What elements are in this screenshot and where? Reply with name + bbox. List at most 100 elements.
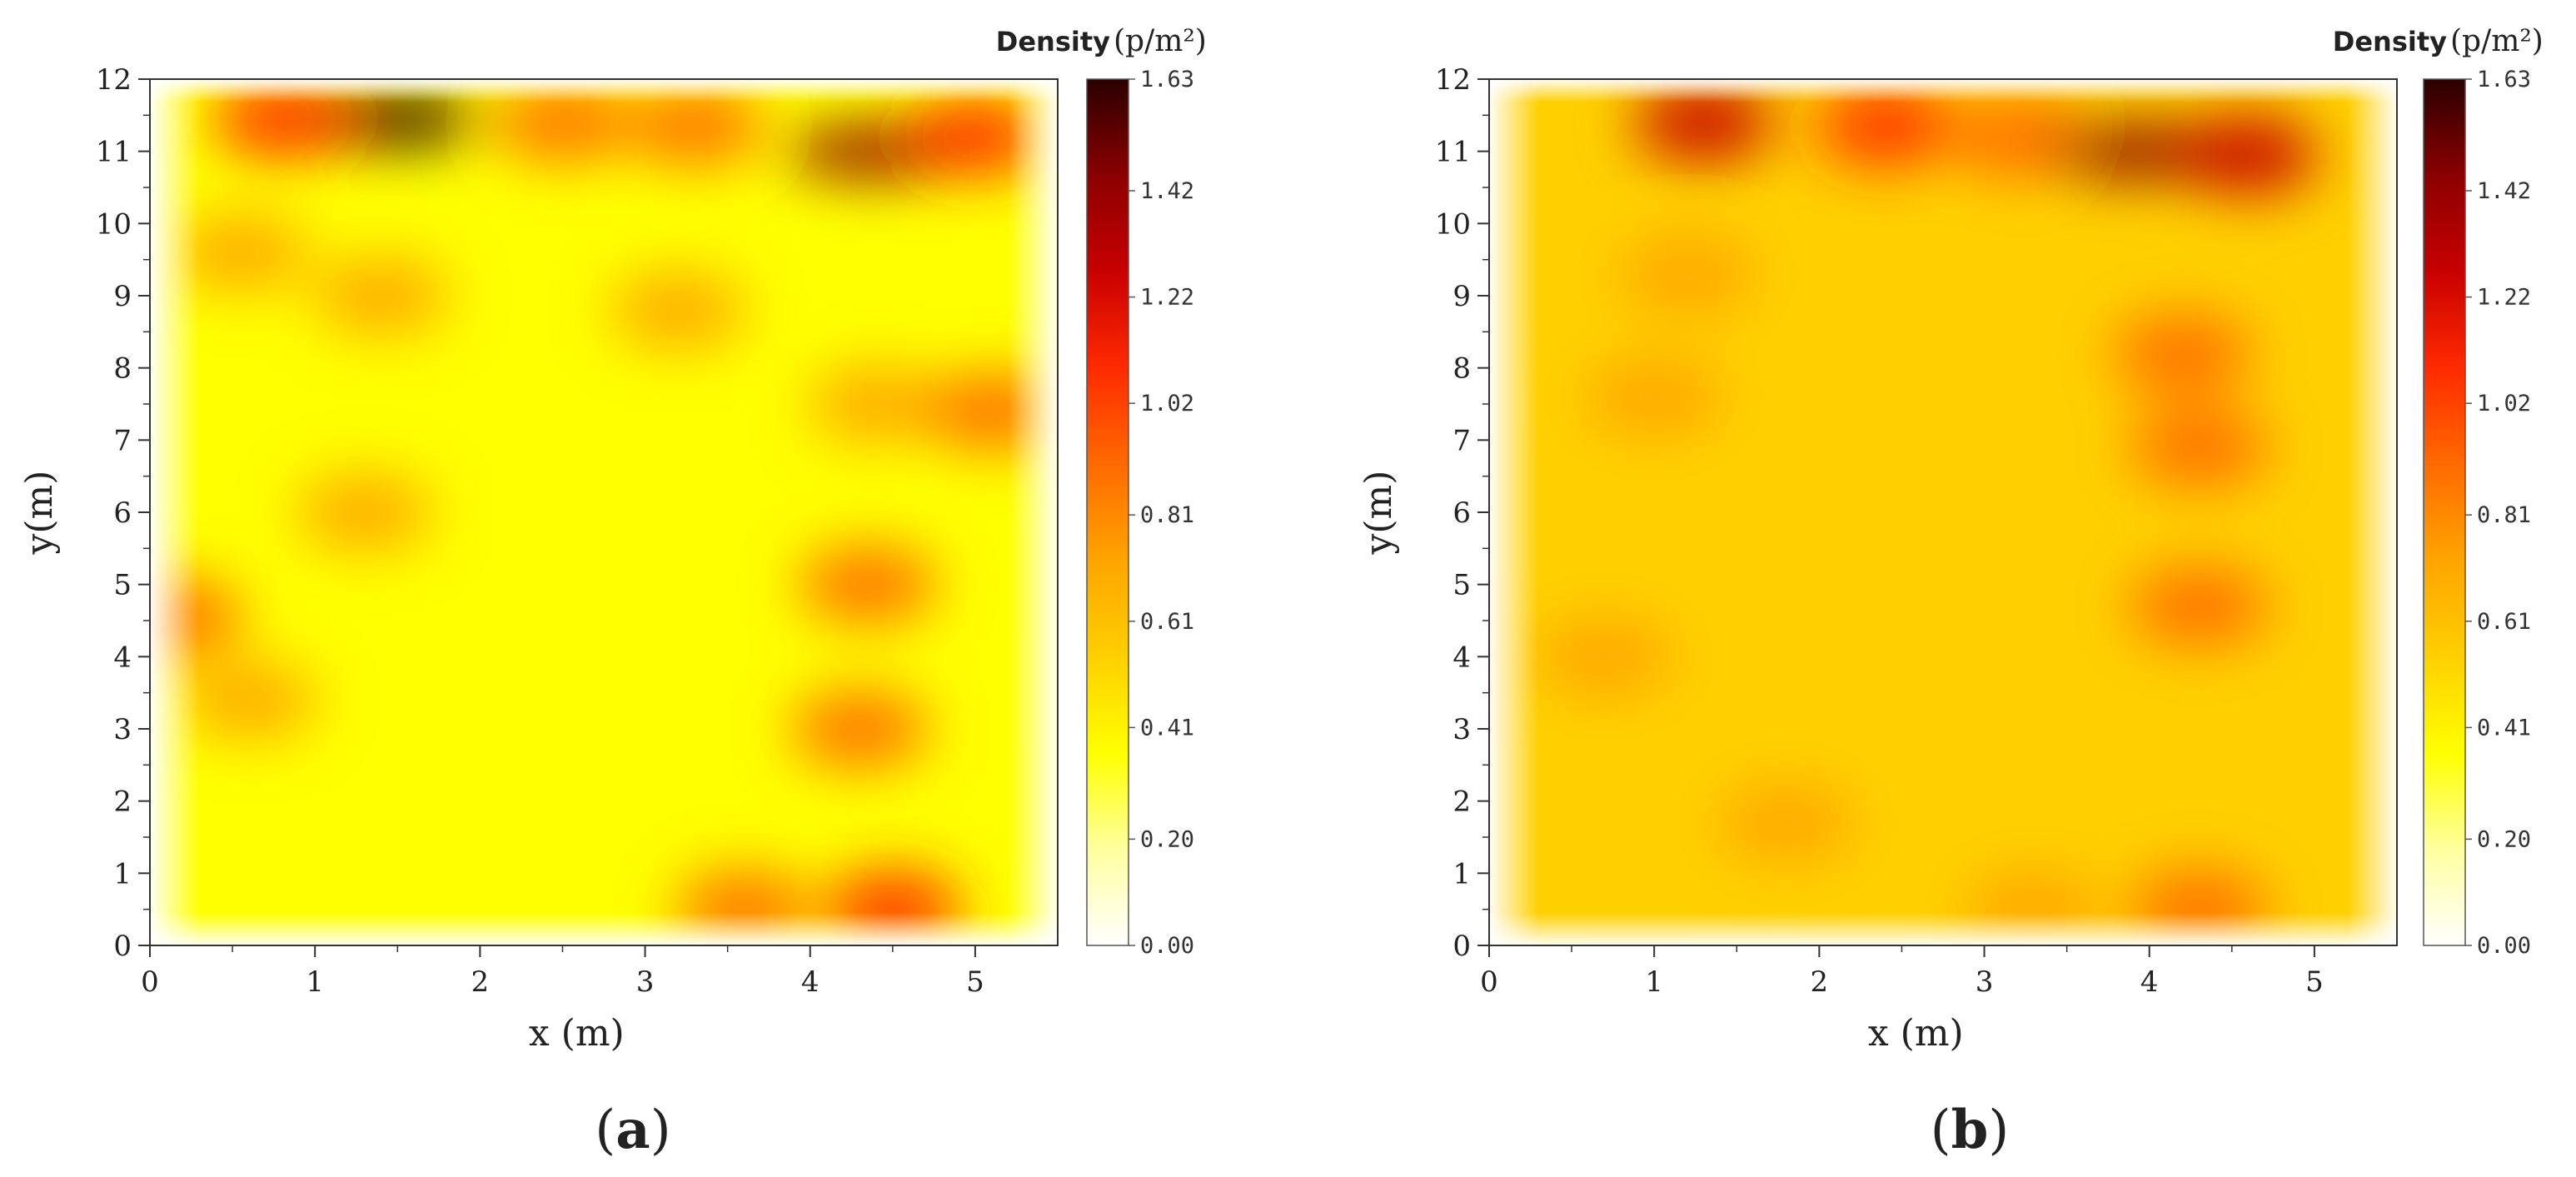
y-tick-label: 2 — [113, 785, 132, 819]
y-tick-label: 12 — [1435, 63, 1471, 97]
colorbar-title: Density — [996, 26, 1110, 57]
y-tick-label: 1 — [1452, 857, 1471, 890]
colorbar-tick-label: 1.02 — [2477, 391, 2531, 416]
x-tick-label: 1 — [306, 965, 324, 999]
density-hotspot — [1947, 97, 2087, 177]
y-tick-label: 2 — [1452, 785, 1471, 819]
density-field — [150, 79, 1058, 945]
density-hotspot — [608, 270, 748, 351]
density-hotspot — [295, 472, 434, 552]
density-hotspot — [2179, 115, 2318, 195]
colorbar-tick-label: 1.42 — [1140, 178, 1194, 204]
edge-fade-top — [1489, 79, 2397, 102]
y-tick-label: 4 — [113, 641, 132, 674]
colorbar — [1086, 78, 1129, 946]
density-hotspot — [1717, 783, 1856, 863]
panel-label-open: ( — [595, 1100, 615, 1161]
x-tick-label: 0 — [1480, 965, 1498, 999]
x-tick-label: 2 — [471, 965, 490, 999]
density-background — [150, 79, 1058, 945]
x-tick-label: 0 — [141, 965, 159, 999]
panel-label-letter: b — [1951, 1099, 1989, 1161]
y-tick-label: 8 — [113, 352, 132, 386]
colorbar — [2423, 78, 2466, 946]
y-tick-label: 6 — [113, 496, 132, 530]
x-tick-label: 4 — [801, 965, 820, 999]
edge-fade-top — [150, 79, 1058, 102]
density-hotspot — [493, 82, 632, 162]
panel-label: (b) — [1931, 1099, 2010, 1161]
colorbar-tick-label: 1.63 — [1140, 67, 1194, 92]
density-hotspot — [2129, 566, 2269, 646]
colorbar-tick-label: 1.22 — [2477, 285, 2531, 311]
density-hotspot — [625, 86, 765, 166]
y-tick-label: 5 — [113, 569, 132, 602]
density-hotspot — [171, 212, 311, 292]
y-tick-label: 9 — [113, 280, 132, 313]
y-tick-label: 10 — [1435, 207, 1471, 241]
y-tick-label: 0 — [1452, 930, 1471, 963]
y-tick-label: 5 — [1452, 569, 1471, 602]
edge-fade-bottom — [1489, 912, 2397, 945]
y-tick-label: 4 — [1452, 641, 1471, 674]
y-tick-label: 7 — [113, 424, 132, 457]
density-hotspot — [2129, 407, 2269, 487]
colorbar-tick-label: 0.20 — [1140, 826, 1194, 852]
density-background — [1489, 79, 2397, 945]
y-tick-label: 1 — [113, 857, 132, 890]
density-hotspot — [1535, 616, 1674, 696]
x-tick-label: 5 — [2305, 965, 2324, 999]
colorbar-tick-label: 1.42 — [2477, 178, 2531, 204]
colorbar-unit: (p/m²) — [2450, 24, 2544, 58]
y-tick-label: 10 — [96, 207, 132, 241]
panel-label-open: ( — [1931, 1100, 1951, 1161]
y-tick-label: 7 — [1452, 424, 1471, 457]
panel-label: (a) — [595, 1099, 670, 1161]
edge-fade-left — [1489, 79, 1539, 945]
panel-label-letter: a — [615, 1099, 650, 1161]
density-field — [1489, 79, 2397, 945]
edge-fade-bottom — [150, 912, 1058, 945]
x-tick-label: 4 — [2140, 965, 2159, 999]
density-hotspot — [1617, 234, 1757, 314]
y-tick-label: 3 — [113, 713, 132, 746]
edge-fade-right — [2347, 79, 2397, 945]
colorbar-tick-label: 0.61 — [1140, 609, 1194, 635]
y-axis-label: y(m) — [1358, 471, 1400, 556]
colorbar-tick-label: 1.22 — [1140, 285, 1194, 311]
y-tick-label: 6 — [1452, 496, 1471, 530]
colorbar-tick-label: 0.61 — [2477, 609, 2531, 635]
y-tick-label: 9 — [1452, 280, 1471, 313]
colorbar-tick-label: 0.41 — [1140, 715, 1194, 741]
x-tick-label: 3 — [1976, 965, 1994, 999]
colorbar-tick-label: 1.63 — [2477, 67, 2531, 92]
y-tick-label: 8 — [1452, 352, 1471, 386]
colorbar-tick-label: 0.41 — [2477, 715, 2531, 741]
y-tick-label: 12 — [96, 63, 132, 97]
colorbar-tick-label: 0.00 — [1140, 933, 1194, 959]
density-hotspot — [790, 689, 929, 769]
x-axis-label: x (m) — [529, 1012, 625, 1055]
x-tick-label: 5 — [966, 965, 984, 999]
panel-label-close: ) — [650, 1100, 671, 1161]
y-axis-label: y(m) — [18, 471, 61, 556]
panel-label-close: ) — [1988, 1100, 2009, 1161]
x-tick-label: 1 — [1645, 965, 1663, 999]
edge-fade-right — [1008, 79, 1058, 945]
colorbar-unit: (p/m²) — [1114, 24, 1207, 58]
density-hotspot — [1584, 357, 1724, 436]
y-tick-label: 0 — [113, 930, 132, 963]
density-hotspot — [2113, 313, 2252, 394]
x-tick-label: 2 — [1811, 965, 1829, 999]
density-hotspot — [798, 545, 938, 625]
density-hotspot — [1816, 86, 1955, 166]
density-hotspot — [1634, 82, 1773, 162]
colorbar-tick-label: 0.00 — [2477, 933, 2531, 959]
colorbar-tick-label: 0.81 — [2477, 502, 2531, 528]
density-hotspot — [311, 256, 451, 336]
density-hotspot — [806, 364, 946, 444]
y-tick-label: 11 — [96, 136, 132, 169]
